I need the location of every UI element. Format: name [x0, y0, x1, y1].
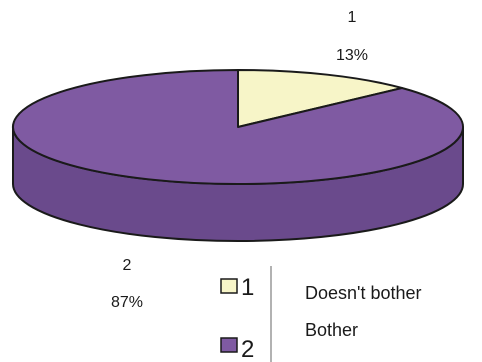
- pie-group: [13, 70, 463, 241]
- legend: 1 Doesn't bother 2 Bother: [221, 266, 422, 362]
- legend-swatch-1: [221, 279, 237, 293]
- legend-label-2: Bother: [305, 320, 358, 340]
- legend-key-2: 2: [241, 336, 254, 362]
- slice-2-percent-label: 87%: [111, 294, 143, 311]
- slice-1-category-label: 1: [348, 9, 357, 26]
- slice-1-percent-label: 13%: [336, 47, 368, 64]
- legend-label-1: Doesn't bother: [305, 283, 422, 303]
- legend-key-1: 1: [241, 274, 254, 301]
- slice-2-category-label: 2: [123, 257, 132, 274]
- legend-swatch-2: [221, 338, 237, 352]
